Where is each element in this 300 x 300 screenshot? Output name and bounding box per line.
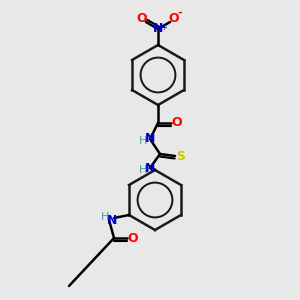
Text: S: S — [176, 149, 185, 163]
Text: H: H — [139, 136, 147, 146]
Text: N: N — [145, 133, 155, 146]
Text: +: + — [160, 22, 167, 32]
Text: N: N — [153, 22, 163, 35]
Text: O: O — [128, 232, 138, 244]
Text: O: O — [172, 116, 182, 130]
Text: H: H — [101, 212, 109, 222]
Text: O: O — [137, 13, 147, 26]
Text: H: H — [139, 165, 147, 175]
Text: N: N — [107, 214, 117, 226]
Text: O: O — [169, 13, 179, 26]
Text: N: N — [145, 161, 155, 175]
Text: -: - — [178, 8, 182, 18]
